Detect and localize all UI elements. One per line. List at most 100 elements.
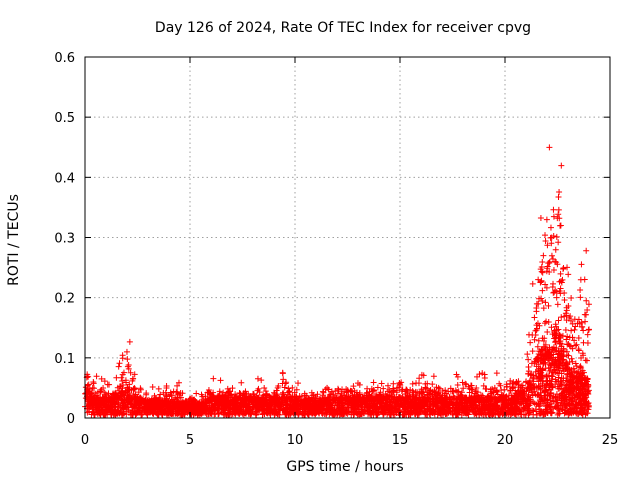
data-point bbox=[261, 396, 268, 403]
data-point bbox=[234, 404, 241, 411]
data-point bbox=[533, 411, 540, 418]
data-point bbox=[400, 411, 407, 418]
data-point bbox=[254, 375, 261, 382]
data-point bbox=[174, 388, 181, 395]
data-point bbox=[585, 387, 592, 394]
data-point bbox=[513, 390, 520, 397]
data-point bbox=[533, 363, 540, 370]
data-point bbox=[420, 372, 427, 379]
data-point bbox=[350, 383, 357, 390]
data-point bbox=[565, 341, 572, 348]
data-point bbox=[311, 398, 318, 405]
data-point bbox=[469, 386, 476, 393]
data-point bbox=[138, 411, 145, 418]
data-point bbox=[210, 375, 217, 382]
data-point bbox=[542, 281, 549, 288]
data-point bbox=[369, 388, 376, 395]
data-point bbox=[203, 397, 210, 404]
data-point bbox=[310, 391, 317, 398]
data-point bbox=[481, 401, 488, 408]
data-point bbox=[543, 373, 550, 380]
data-point bbox=[161, 395, 168, 402]
data-point bbox=[568, 398, 575, 405]
data-point bbox=[551, 367, 558, 374]
data-point bbox=[91, 385, 98, 392]
data-point bbox=[553, 391, 560, 398]
data-point bbox=[295, 380, 302, 387]
data-point bbox=[538, 263, 545, 270]
data-point bbox=[560, 346, 567, 353]
data-point bbox=[569, 396, 576, 403]
data-point bbox=[560, 353, 567, 360]
data-point bbox=[221, 399, 228, 406]
data-point bbox=[404, 389, 411, 396]
data-point bbox=[232, 409, 239, 416]
data-point bbox=[163, 391, 170, 398]
data-point bbox=[95, 395, 102, 402]
data-point bbox=[397, 382, 404, 389]
data-point bbox=[283, 379, 290, 386]
data-point bbox=[542, 299, 549, 306]
data-point bbox=[524, 406, 531, 413]
data-point bbox=[442, 410, 449, 417]
data-point bbox=[548, 400, 555, 407]
data-point bbox=[553, 344, 560, 351]
data-point bbox=[95, 409, 102, 416]
data-point bbox=[389, 409, 396, 416]
data-point bbox=[555, 211, 562, 218]
data-point bbox=[119, 388, 126, 395]
data-point bbox=[447, 385, 454, 392]
data-point bbox=[328, 410, 335, 417]
data-point bbox=[420, 389, 427, 396]
data-point bbox=[360, 399, 367, 406]
data-point bbox=[240, 403, 247, 410]
data-point bbox=[231, 396, 238, 403]
data-point bbox=[241, 410, 248, 417]
data-point bbox=[134, 396, 141, 403]
data-point bbox=[214, 398, 221, 405]
data-point bbox=[453, 397, 460, 404]
data-point bbox=[544, 263, 551, 270]
data-point bbox=[486, 403, 493, 410]
data-point bbox=[558, 370, 565, 377]
data-point bbox=[388, 396, 395, 403]
data-point bbox=[568, 327, 575, 334]
data-point bbox=[171, 402, 178, 409]
data-point bbox=[527, 381, 534, 388]
data-point bbox=[221, 411, 228, 418]
data-point bbox=[541, 411, 548, 418]
data-point bbox=[536, 406, 543, 413]
data-point bbox=[339, 408, 346, 415]
data-point bbox=[543, 216, 550, 223]
data-point bbox=[150, 398, 157, 405]
data-point bbox=[572, 360, 579, 367]
data-point bbox=[558, 162, 565, 169]
data-point bbox=[535, 337, 542, 344]
data-point bbox=[546, 260, 553, 267]
data-point bbox=[465, 411, 472, 418]
data-point bbox=[105, 394, 112, 401]
data-point bbox=[533, 300, 540, 307]
data-point bbox=[334, 399, 341, 406]
data-point bbox=[327, 402, 334, 409]
data-point bbox=[443, 394, 450, 401]
y-tick-label: 0 bbox=[67, 412, 75, 427]
data-point bbox=[129, 411, 136, 418]
data-point bbox=[559, 356, 566, 363]
data-point bbox=[514, 405, 521, 412]
data-point bbox=[569, 334, 576, 341]
data-point bbox=[367, 395, 374, 402]
data-point bbox=[585, 301, 592, 308]
data-point bbox=[534, 320, 541, 327]
data-point bbox=[344, 387, 351, 394]
data-point bbox=[547, 224, 554, 231]
data-point bbox=[550, 233, 557, 240]
data-point bbox=[412, 395, 419, 402]
data-point bbox=[313, 393, 320, 400]
data-point bbox=[556, 360, 563, 367]
data-point bbox=[279, 370, 286, 377]
chart-title: Day 126 of 2024, Rate Of TEC Index for r… bbox=[155, 20, 531, 36]
data-point bbox=[442, 403, 449, 410]
data-point bbox=[407, 407, 414, 414]
data-point bbox=[556, 287, 563, 294]
